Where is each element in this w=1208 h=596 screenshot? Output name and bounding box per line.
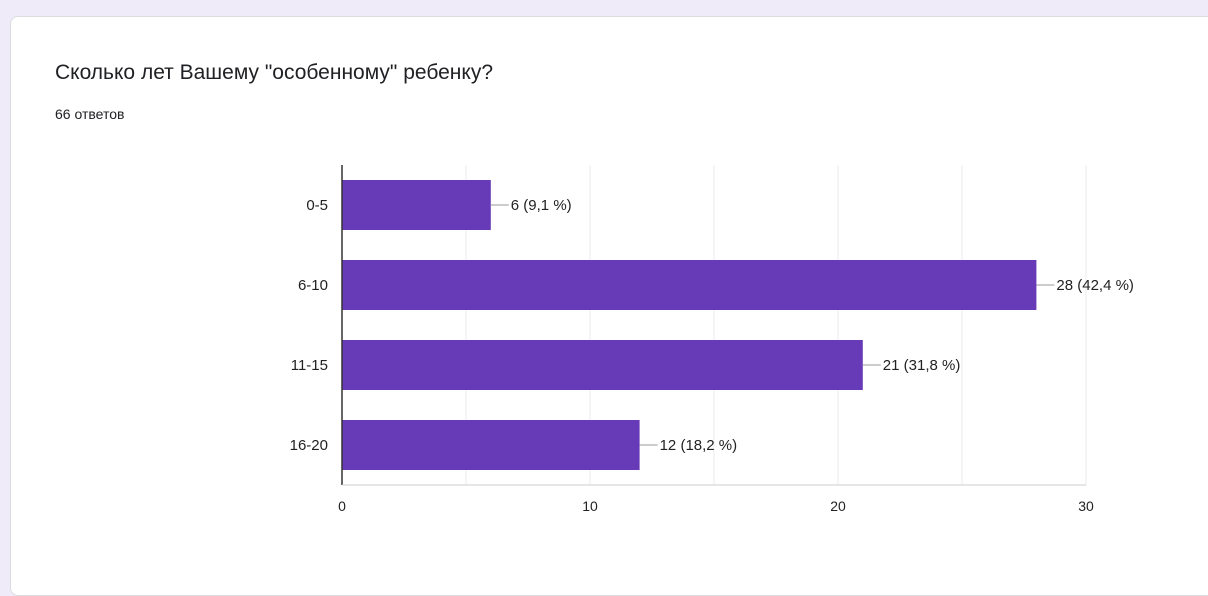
x-tick-label: 0 [338, 498, 346, 514]
category-label: 0-5 [306, 197, 328, 214]
bar-16-20 [342, 420, 640, 470]
x-tick-label: 20 [830, 498, 846, 514]
bars [342, 180, 1037, 470]
x-tick-label: 10 [582, 498, 598, 514]
data-label: 28 (42,4 %) [1056, 277, 1134, 294]
bar-chart: 0-5 6 (9,1 %) 6-10 28 (42,4 %) 11-15 21 (31,8… [290, 165, 1134, 514]
bar-6-10 [342, 260, 1037, 310]
labels: 0-5 6 (9,1 %) 6-10 28 (42,4 %) 11-15 21 (31,8… [290, 197, 1134, 514]
data-label: 21 (31,8 %) [883, 357, 961, 374]
response-count: 66 ответов [55, 106, 125, 122]
question-title: Сколько лет Вашему "особенному" ребенку? [55, 61, 493, 84]
x-tick-label: 30 [1078, 498, 1094, 514]
data-label: 6 (9,1 %) [511, 197, 572, 214]
category-label: 16-20 [290, 437, 328, 454]
bar-11-15 [342, 340, 863, 390]
category-label: 6-10 [298, 277, 328, 294]
question-card: Сколько лет Вашему "особенному" ребенку?… [10, 16, 1208, 596]
category-label: 11-15 [291, 357, 328, 374]
data-label: 12 (18,2 %) [660, 437, 738, 454]
axes [341, 165, 1086, 486]
bar-0-5 [342, 180, 491, 230]
